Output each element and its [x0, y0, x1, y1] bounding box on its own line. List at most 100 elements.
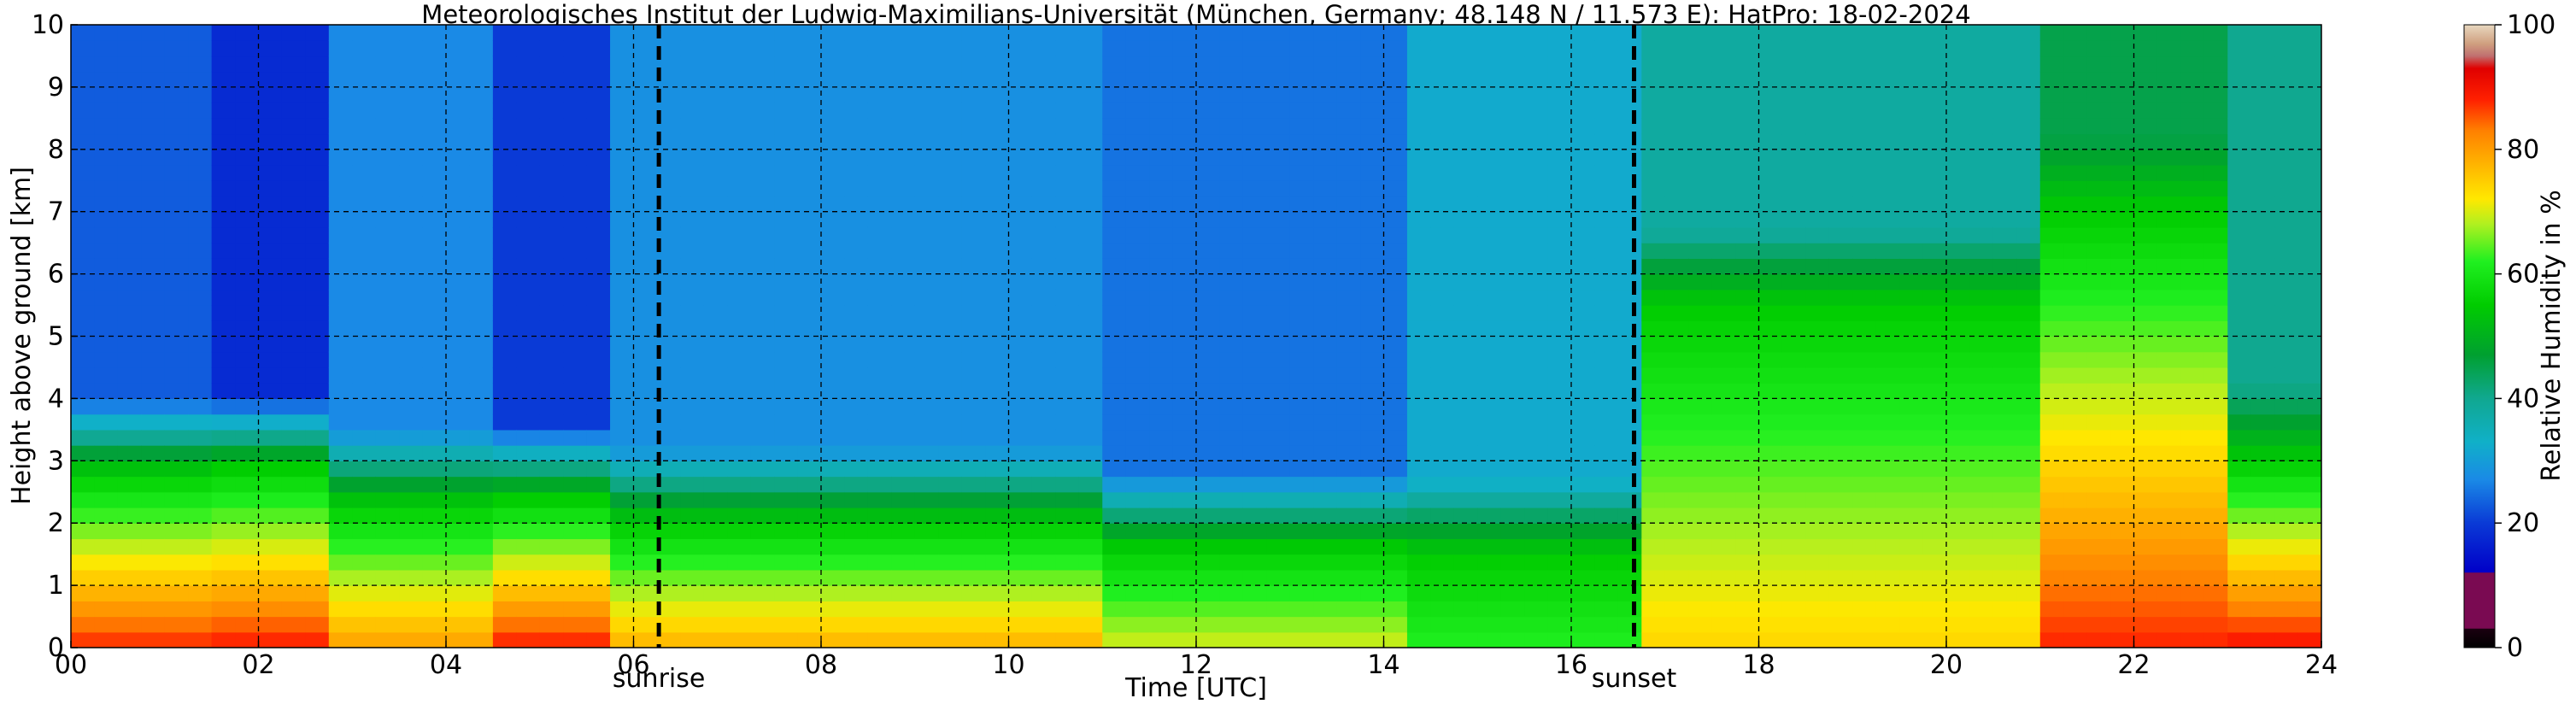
- heatmap-cell: [422, 461, 447, 478]
- heatmap-cell: [1453, 258, 1478, 275]
- heatmap-cell: [1453, 243, 1478, 259]
- heatmap-cell: [1125, 554, 1150, 571]
- heatmap-cell: [1828, 305, 1853, 321]
- heatmap-cell: [1242, 149, 1267, 166]
- heatmap-cell: [2086, 507, 2111, 524]
- heatmap-cell: [656, 226, 681, 243]
- heatmap-cell: [703, 273, 728, 290]
- heatmap-cell: [1336, 398, 1361, 415]
- heatmap-cell: [1477, 196, 1502, 213]
- heatmap-cell: [914, 398, 939, 415]
- heatmap-cell: [1031, 165, 1056, 181]
- heatmap-cell: [2039, 289, 2064, 306]
- heatmap-cell: [1336, 165, 1361, 181]
- heatmap-cell: [375, 86, 400, 103]
- heatmap-cell: [961, 445, 986, 461]
- heatmap-cell: [1617, 491, 1642, 508]
- heatmap-cell: [492, 71, 517, 88]
- heatmap-cell: [1992, 351, 2017, 368]
- heatmap-cell: [1899, 631, 1924, 648]
- heatmap-cell: [2133, 25, 2158, 41]
- heatmap-cell: [1219, 414, 1244, 431]
- heatmap-cell: [1781, 336, 1806, 353]
- heatmap-cell: [2250, 351, 2275, 368]
- heatmap-cell: [2203, 273, 2228, 290]
- heatmap-cell: [1641, 351, 1666, 368]
- heatmap-cell: [164, 40, 189, 57]
- heatmap-cell: [492, 336, 517, 353]
- heatmap-cell: [1875, 585, 1900, 601]
- heatmap-cell: [1875, 149, 1900, 166]
- heatmap-cell: [1524, 273, 1549, 290]
- heatmap-cell: [1571, 258, 1596, 275]
- heatmap-cell: [1031, 336, 1056, 353]
- heatmap-cell: [938, 616, 963, 633]
- heatmap-cell: [2156, 616, 2181, 633]
- heatmap-cell: [1196, 336, 1221, 353]
- heatmap-cell: [235, 243, 260, 259]
- heatmap-cell: [797, 211, 822, 228]
- heatmap-cell: [586, 507, 611, 524]
- heatmap-cell: [1453, 538, 1478, 555]
- heatmap-cell: [1688, 273, 1713, 290]
- heatmap-cell: [1571, 538, 1596, 555]
- heatmap-cell: [727, 133, 752, 150]
- heatmap-cell: [1617, 56, 1642, 73]
- heatmap-cell: [1383, 398, 1408, 415]
- heatmap-cell: [1992, 149, 2017, 166]
- heatmap-cell: [844, 585, 869, 601]
- heatmap-cell: [1805, 336, 1830, 353]
- heatmap-cell: [1852, 226, 1877, 243]
- heatmap-cell: [2133, 523, 2158, 540]
- heatmap-cell: [703, 398, 728, 415]
- heatmap-cell: [1969, 165, 1994, 181]
- heatmap-cell: [703, 71, 728, 88]
- heatmap-cell: [1547, 476, 1572, 493]
- heatmap-cell: [1360, 226, 1385, 243]
- heatmap-cell: [914, 569, 939, 586]
- heatmap-cell: [1196, 273, 1221, 290]
- heatmap-cell: [1641, 554, 1666, 571]
- heatmap-cell: [1547, 367, 1572, 384]
- heatmap-cell: [235, 25, 260, 41]
- heatmap-cell: [235, 336, 260, 353]
- heatmap-cell: [727, 429, 752, 446]
- heatmap-cell: [844, 25, 869, 41]
- heatmap-cell: [352, 491, 377, 508]
- heatmap-cell: [586, 165, 611, 181]
- heatmap-cell: [399, 273, 424, 290]
- heatmap-cell: [586, 398, 611, 415]
- heatmap-cell: [2110, 133, 2135, 150]
- heatmap-cell: [1360, 289, 1385, 306]
- heatmap-cell: [1524, 258, 1549, 275]
- heatmap-cell: [1430, 40, 1455, 57]
- heatmap-cell: [1125, 569, 1150, 586]
- heatmap-cell: [1852, 273, 1877, 290]
- heatmap-cell: [211, 133, 236, 150]
- heatmap-cell: [305, 86, 330, 103]
- heatmap-cell: [1172, 616, 1197, 633]
- heatmap-cell: [1383, 273, 1408, 290]
- heatmap-cell: [258, 336, 283, 353]
- heatmap-cell: [1360, 461, 1385, 478]
- heatmap-cell: [2180, 273, 2205, 290]
- heatmap-cell: [961, 554, 986, 571]
- heatmap-cell: [1430, 25, 1455, 41]
- heatmap-cell: [469, 305, 494, 321]
- heatmap-cell: [1500, 211, 1525, 228]
- heatmap-cell: [1125, 133, 1150, 150]
- heatmap-cell: [914, 243, 939, 259]
- heatmap-cell: [680, 289, 705, 306]
- heatmap-cell: [2016, 320, 2041, 337]
- heatmap-cell: [281, 86, 306, 103]
- heatmap-cell: [1289, 507, 1314, 524]
- heatmap-cell: [1781, 305, 1806, 321]
- heatmap-cell: [1219, 196, 1244, 213]
- heatmap-cell: [1711, 336, 1736, 353]
- heatmap-cell: [399, 226, 424, 243]
- heatmap-cell: [2110, 305, 2135, 321]
- heatmap-cell: [1406, 25, 1431, 41]
- heatmap-cell: [1500, 569, 1525, 586]
- heatmap-cell: [961, 118, 986, 135]
- heatmap-cell: [352, 538, 377, 555]
